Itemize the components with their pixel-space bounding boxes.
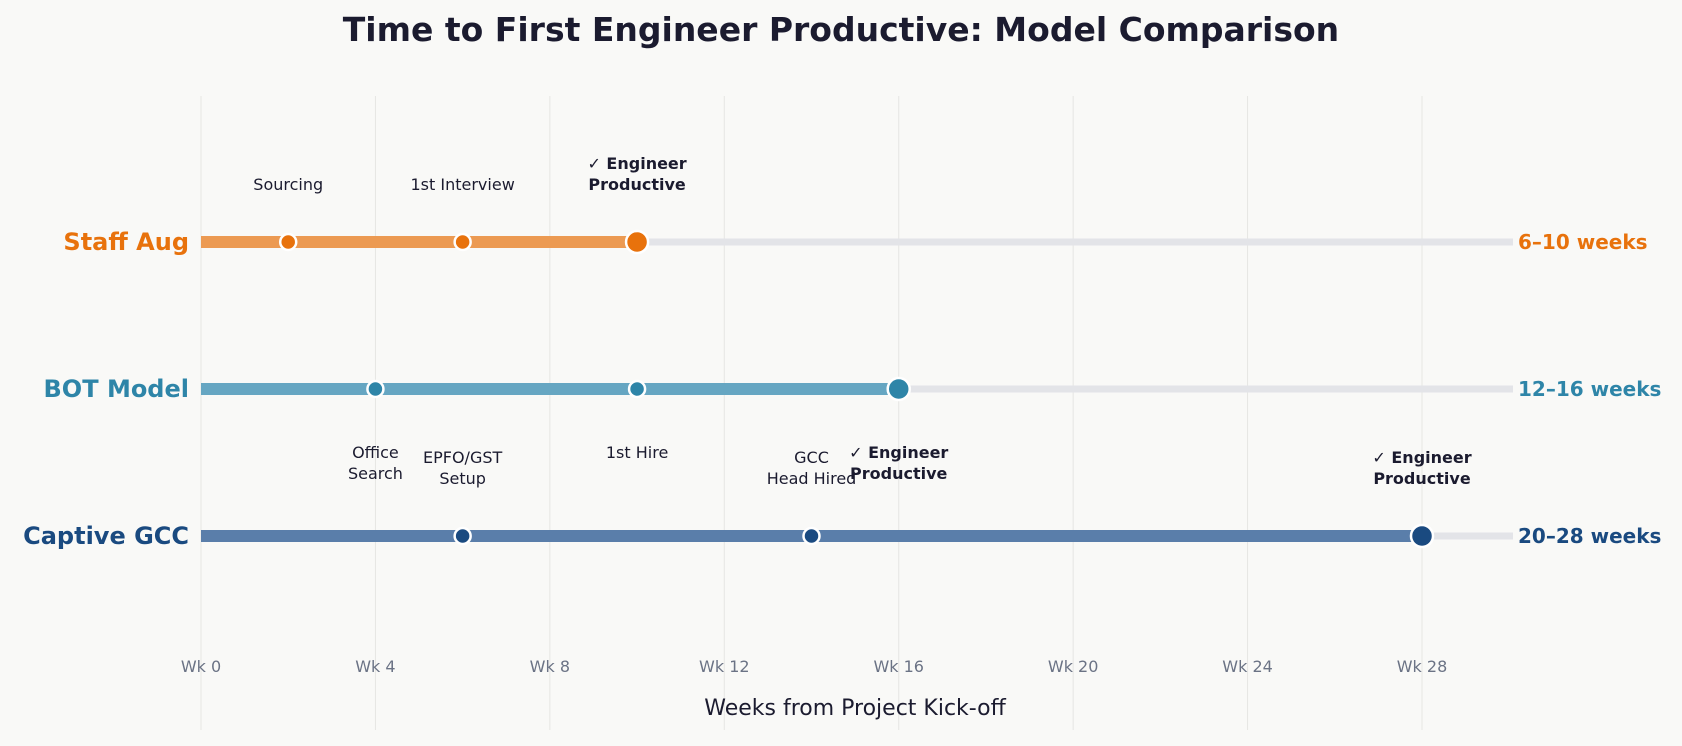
milestone-label-line: 1st Interview (411, 175, 515, 194)
milestone-marker (1409, 523, 1435, 549)
milestone-label-line: ✓ Engineer (1372, 448, 1471, 467)
x-tick-label: Wk 20 (1048, 657, 1099, 676)
milestone-label: GCC Head Hired (767, 448, 857, 488)
milestone-marker (624, 229, 650, 255)
duration-label: 20–28 weeks (1518, 524, 1661, 548)
duration-label: 6–10 weeks (1518, 230, 1648, 254)
milestone-label-line: Setup (439, 469, 486, 488)
timeline-row: BOT Model 12–16 weeks Office Search 1st Hire… (44, 375, 1662, 483)
milestone-label-line: Search (348, 464, 403, 483)
row-label: BOT Model (44, 375, 189, 403)
milestone-label: Office Search (348, 443, 403, 483)
milestone-label-line: Head Hired (767, 469, 857, 488)
milestone-marker (278, 232, 298, 252)
milestone-marker (453, 232, 472, 252)
milestone-label-line: EPFO/GST (423, 448, 503, 467)
timeline-row: Captive GCC 20–28 weeks EPFO/GST Setup GCC He… (23, 448, 1661, 550)
x-tick-label: Wk 4 (355, 657, 395, 676)
milestone-label-line: Sourcing (253, 175, 323, 194)
chart-title: Time to First Engineer Productive: Model… (343, 10, 1339, 49)
milestone-label-line: ✓ Engineer (587, 154, 686, 173)
milestone-label: ✓ Engineer Productive (587, 154, 686, 194)
milestone-marker (886, 376, 911, 402)
milestone-label: ✓ Engineer Productive (1372, 448, 1471, 488)
milestone-label-line: ✓ Engineer (849, 443, 948, 462)
milestone-marker (366, 379, 385, 399)
x-tick-label: Wk 8 (530, 657, 570, 676)
milestone-label-line: GCC (794, 448, 829, 467)
row-label: Captive GCC (23, 522, 189, 550)
milestone-marker (802, 526, 821, 546)
milestone-label-line: Productive (588, 175, 686, 194)
milestone-marker (627, 379, 647, 399)
grid-layer (200, 96, 1423, 730)
milestone-label: 1st Interview (411, 175, 515, 194)
x-tick-label: Wk 28 (1397, 657, 1448, 676)
milestone-label-line: 1st Hire (606, 443, 668, 462)
x-axis-ticks: Wk 0 Wk 4 Wk 8 Wk 12 Wk 16 Wk 20 Wk 24 Wk 28 (181, 657, 1447, 676)
milestone-marker (453, 526, 472, 546)
timeline-rows: Staff Aug 6–10 weeks Sourcing 1st Interview… (23, 154, 1661, 550)
milestone-label: EPFO/GST Setup (423, 448, 503, 488)
milestone-label: 1st Hire (606, 443, 668, 462)
x-tick-label: Wk 16 (873, 657, 924, 676)
x-axis-label: Weeks from Project Kick-off (704, 696, 1006, 721)
row-label: Staff Aug (63, 228, 189, 256)
x-tick-label: Wk 12 (699, 657, 750, 676)
milestone-label-line: Productive (850, 464, 948, 483)
timeline-row: Staff Aug 6–10 weeks Sourcing 1st Interview… (63, 154, 1647, 256)
milestone-label: Sourcing (253, 175, 323, 194)
milestone-label-line: Office (352, 443, 399, 462)
duration-label: 12–16 weeks (1518, 377, 1661, 401)
milestone-label: ✓ Engineer Productive (849, 443, 948, 483)
x-tick-label: Wk 0 (181, 657, 221, 676)
milestone-label-line: Productive (1373, 469, 1471, 488)
x-tick-label: Wk 24 (1222, 657, 1273, 676)
